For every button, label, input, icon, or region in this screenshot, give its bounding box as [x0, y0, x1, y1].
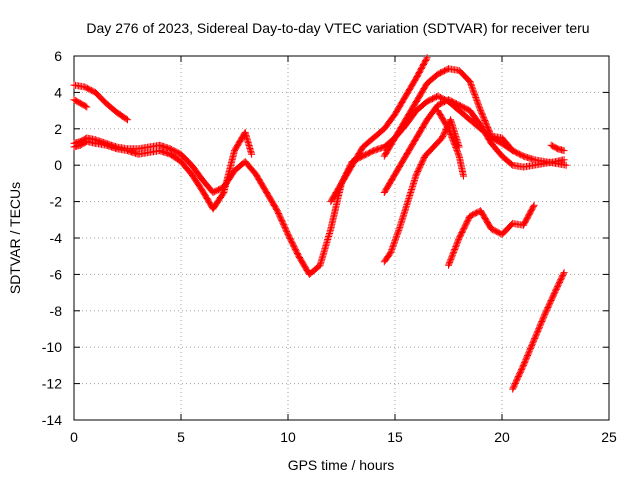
data-point — [521, 357, 529, 365]
data-points — [70, 54, 570, 393]
data-point — [451, 141, 459, 149]
data-point — [124, 116, 131, 124]
data-point — [447, 254, 455, 262]
x-tick-label: 10 — [280, 429, 296, 445]
data-point — [122, 115, 130, 123]
data-point — [482, 119, 490, 127]
x-tick-label: 5 — [177, 429, 185, 445]
data-point — [471, 91, 479, 99]
x-tick-label: 0 — [70, 429, 78, 445]
series-1 — [70, 128, 256, 213]
data-point — [446, 129, 454, 137]
y-tick-label: 4 — [54, 84, 62, 100]
data-point — [529, 339, 537, 347]
data-point — [388, 244, 396, 252]
y-tick-label: -12 — [42, 376, 62, 392]
data-point — [470, 88, 478, 96]
data-point — [509, 147, 517, 155]
data-point — [82, 102, 90, 110]
y-axis-label: SDTVAR / TECUs — [7, 182, 23, 294]
data-point — [521, 359, 529, 367]
data-point — [455, 151, 463, 159]
data-point — [460, 172, 467, 180]
data-point — [446, 257, 454, 265]
data-point — [536, 322, 544, 330]
data-point — [451, 246, 459, 253]
series-4 — [327, 54, 431, 206]
data-point — [454, 238, 461, 246]
data-point — [466, 79, 474, 87]
y-tick-label: 2 — [54, 121, 62, 137]
series-3 — [70, 96, 91, 111]
data-point — [392, 235, 399, 243]
data-point — [422, 55, 430, 63]
data-point — [530, 201, 538, 209]
x-axis-label: GPS time / hours — [288, 457, 395, 473]
y-tick-label: -14 — [42, 412, 62, 428]
data-point — [449, 250, 457, 258]
data-point — [454, 148, 461, 156]
data-point — [476, 104, 483, 112]
y-tick-label: -10 — [42, 339, 62, 355]
data-point — [540, 313, 548, 321]
data-point — [560, 147, 568, 155]
series-10 — [434, 107, 467, 180]
y-tick-label: 6 — [54, 48, 62, 64]
data-point — [472, 95, 480, 103]
y-tick-label: 0 — [54, 157, 62, 173]
data-point — [395, 226, 403, 234]
data-point — [447, 132, 455, 140]
series-0 — [70, 92, 570, 278]
data-point — [468, 83, 476, 91]
x-tick-label: 25 — [601, 429, 617, 445]
data-point — [478, 109, 486, 117]
axis-ticks: 0 5 10 15 20 25 -14 -12 -10 -8 -6 -4 -2 0 2 4 6 — [42, 48, 617, 445]
data-point — [474, 99, 482, 107]
data-point — [533, 330, 540, 338]
data-point — [562, 161, 570, 169]
data-point — [560, 156, 568, 164]
y-tick-label: -4 — [50, 230, 63, 246]
data-point — [445, 261, 452, 269]
data-point — [529, 203, 537, 211]
data-point — [445, 125, 452, 133]
data-point — [528, 340, 536, 348]
data-point — [559, 270, 567, 278]
series-11 — [547, 141, 568, 155]
data-point — [449, 136, 457, 144]
data-point — [508, 146, 516, 153]
data-point — [248, 150, 256, 158]
y-tick-label: -2 — [50, 194, 63, 210]
data-point — [390, 240, 398, 248]
series-8 — [445, 201, 538, 269]
data-point — [452, 144, 460, 151]
data-point — [393, 231, 401, 239]
y-tick-label: -8 — [50, 303, 63, 319]
data-point — [540, 312, 548, 320]
x-tick-label: 20 — [494, 429, 510, 445]
series-9 — [509, 269, 568, 393]
data-point — [423, 54, 431, 62]
data-point — [387, 249, 395, 257]
series-5 — [380, 65, 517, 160]
grid — [74, 56, 609, 420]
data-point — [524, 350, 532, 358]
data-point — [452, 243, 460, 251]
y-tick-label: -6 — [50, 266, 63, 282]
data-point — [532, 332, 540, 340]
data-point — [478, 111, 486, 119]
data-point — [560, 269, 568, 277]
x-tick-label: 15 — [387, 429, 403, 445]
series-2 — [70, 81, 131, 124]
data-point — [83, 103, 91, 111]
chart-title: Day 276 of 2023, Sidereal Day-to-day VTE… — [86, 20, 589, 36]
